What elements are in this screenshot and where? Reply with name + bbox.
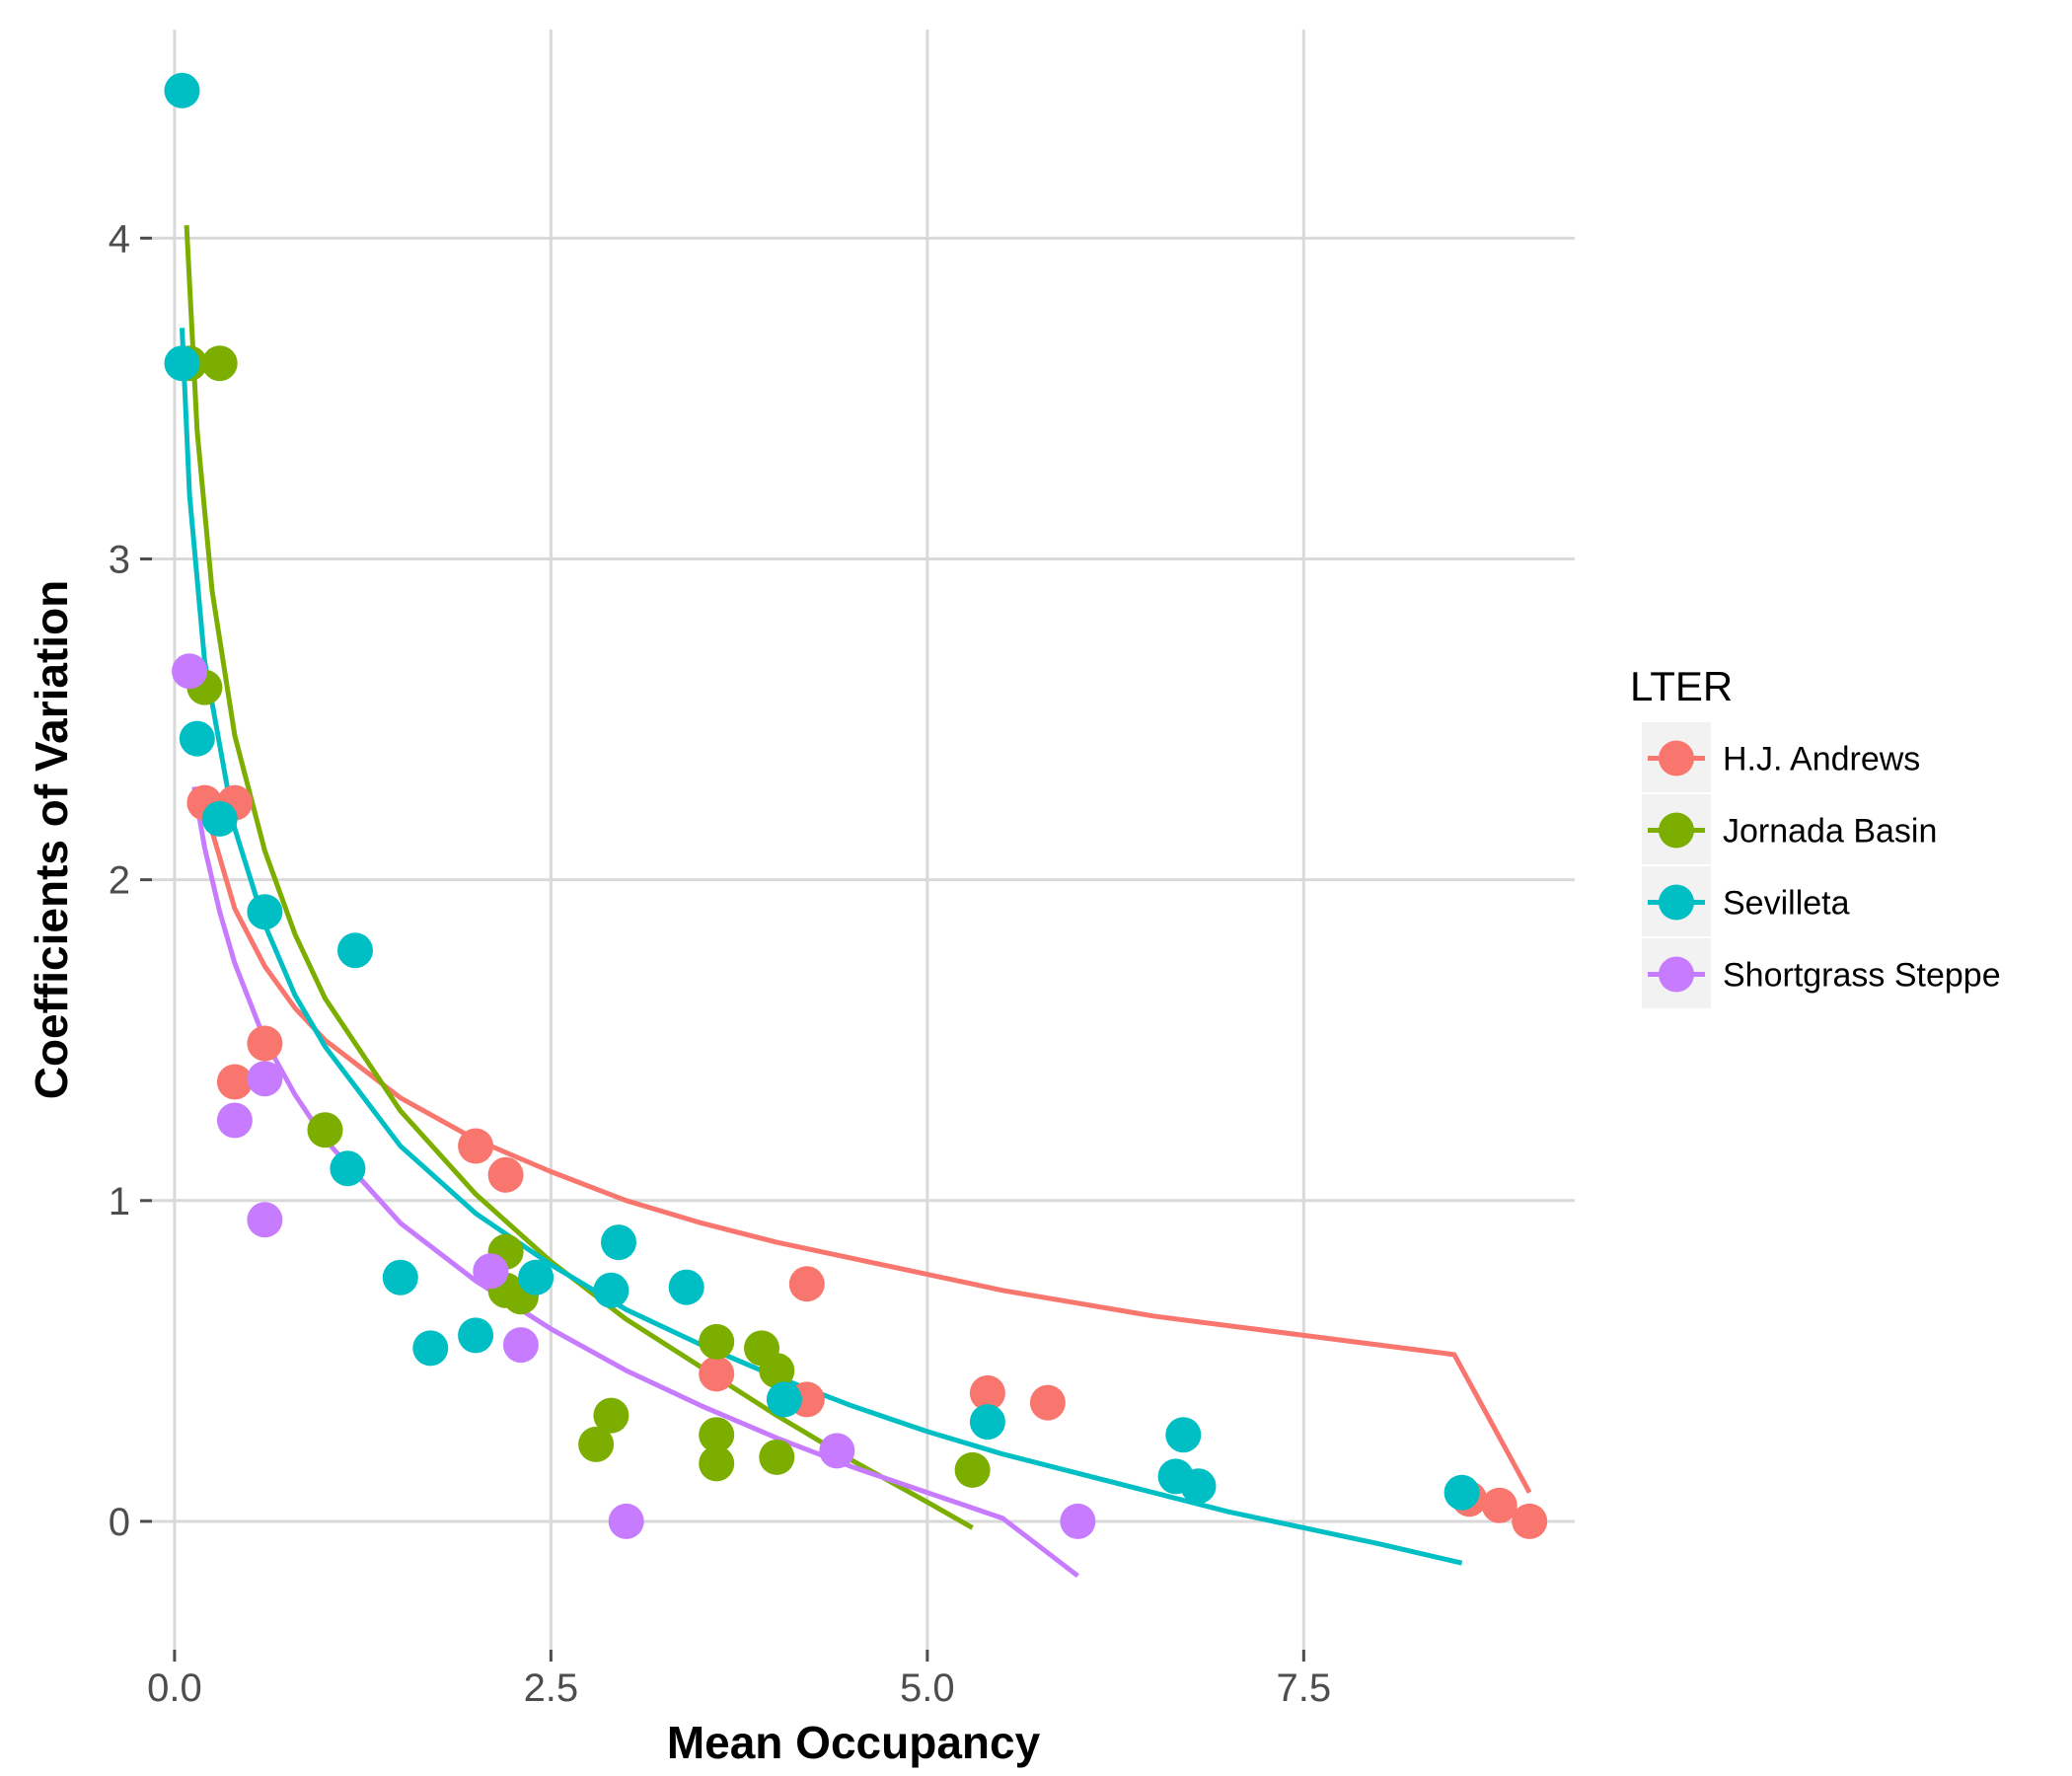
- point-h-j-andrews: [247, 1025, 283, 1062]
- y-tick-label: 0: [109, 1501, 130, 1544]
- point-sevilleta: [247, 894, 283, 930]
- legend-label-sevilleta: Sevilleta: [1723, 885, 1850, 923]
- point-jornada-basin: [954, 1451, 991, 1488]
- legend-key-point: [1659, 884, 1694, 921]
- point-sevilleta: [1180, 1468, 1217, 1505]
- legend-key-point: [1659, 812, 1694, 849]
- point-shortgrass-steppe: [608, 1503, 644, 1539]
- series-jornada-basin: [172, 345, 991, 1488]
- point-sevilleta: [337, 932, 373, 969]
- point-shortgrass-steppe: [473, 1253, 509, 1290]
- point-shortgrass-steppe: [819, 1433, 855, 1469]
- point-sevilleta: [601, 1224, 636, 1261]
- point-sevilleta: [766, 1381, 802, 1418]
- point-h-j-andrews: [458, 1128, 494, 1164]
- legend-key-point: [1659, 956, 1694, 993]
- grid: [152, 30, 1575, 1650]
- y-axis-ticks: 0 1 2 3 4: [109, 217, 152, 1544]
- point-h-j-andrews: [487, 1156, 524, 1193]
- point-sevilleta: [518, 1259, 555, 1295]
- fit-line-h-j-andrews: [202, 805, 1532, 1494]
- point-shortgrass-steppe: [172, 653, 208, 690]
- legend-label-h-j-andrews: H.J. Andrews: [1723, 741, 1920, 778]
- point-sevilleta: [164, 345, 200, 382]
- point-h-j-andrews: [788, 1266, 825, 1302]
- point-shortgrass-steppe: [1060, 1503, 1096, 1539]
- point-h-j-andrews: [1481, 1487, 1517, 1523]
- x-tick-label: 2.5: [524, 1666, 579, 1710]
- series-sevilleta: [164, 72, 1480, 1511]
- point-sevilleta: [382, 1259, 418, 1295]
- legend-title: LTER: [1630, 663, 1733, 709]
- point-h-j-andrews: [1029, 1384, 1066, 1421]
- fit-line-shortgrass-steppe: [191, 785, 1079, 1579]
- point-jornada-basin: [699, 1417, 735, 1453]
- x-tick-label: 7.5: [1277, 1666, 1332, 1710]
- x-axis-ticks: 0.0 2.5 5.0 7.5: [147, 1650, 1331, 1710]
- y-axis-title: Coefficients of Variation: [26, 580, 77, 1100]
- point-shortgrass-steppe: [502, 1327, 539, 1364]
- point-h-j-andrews: [969, 1374, 1005, 1411]
- point-shortgrass-steppe: [247, 1202, 283, 1238]
- point-sevilleta: [164, 72, 200, 109]
- point-sevilleta: [593, 1272, 629, 1308]
- y-tick-label: 2: [109, 859, 130, 903]
- point-sevilleta: [969, 1404, 1005, 1441]
- point-jornada-basin: [759, 1353, 795, 1389]
- point-sevilleta: [201, 800, 238, 837]
- point-sevilleta: [412, 1330, 449, 1367]
- point-jornada-basin: [699, 1323, 735, 1360]
- point-sevilleta: [1443, 1474, 1480, 1511]
- y-tick-label: 1: [109, 1180, 130, 1223]
- point-sevilleta: [1165, 1417, 1202, 1453]
- x-tick-label: 0.0: [147, 1666, 202, 1710]
- point-jornada-basin: [201, 345, 238, 382]
- series-shortgrass-steppe: [172, 653, 1096, 1539]
- y-tick-label: 3: [109, 538, 130, 581]
- point-shortgrass-steppe: [247, 1061, 283, 1097]
- point-jornada-basin: [307, 1112, 343, 1148]
- x-tick-label: 5.0: [900, 1666, 955, 1710]
- x-axis-title: Mean Occupancy: [667, 1717, 1041, 1768]
- point-sevilleta: [179, 720, 215, 757]
- data-points: [164, 72, 1548, 1539]
- point-sevilleta: [458, 1317, 494, 1354]
- point-h-j-andrews: [1512, 1503, 1548, 1539]
- point-sevilleta: [668, 1269, 704, 1305]
- point-shortgrass-steppe: [216, 1102, 253, 1139]
- fit-line-jornada-basin: [184, 225, 974, 1530]
- point-sevilleta: [330, 1150, 366, 1187]
- legend-label-shortgrass-steppe: Shortgrass Steppe: [1723, 957, 2001, 995]
- point-jornada-basin: [699, 1445, 735, 1482]
- point-jornada-basin: [578, 1426, 615, 1462]
- point-jornada-basin: [593, 1397, 629, 1434]
- y-tick-label: 4: [109, 217, 130, 260]
- point-jornada-basin: [759, 1439, 795, 1475]
- legend: LTER H.J. Andrews Jornada Basin Sevilleta S…: [1630, 663, 2001, 1008]
- legend-key-point: [1659, 740, 1694, 777]
- point-h-j-andrews: [699, 1356, 735, 1392]
- legend-label-jornada-basin: Jornada Basin: [1723, 813, 1937, 851]
- point-h-j-andrews: [216, 1064, 253, 1100]
